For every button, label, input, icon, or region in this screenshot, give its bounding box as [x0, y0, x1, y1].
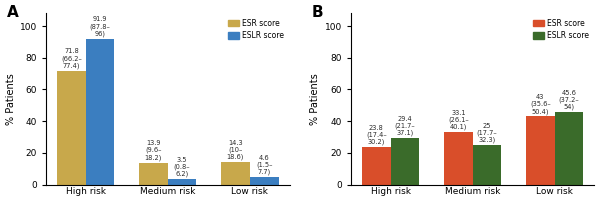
- Y-axis label: % Patients: % Patients: [310, 73, 320, 125]
- Text: 33.1
(26.1–
40.1): 33.1 (26.1– 40.1): [448, 110, 469, 130]
- Bar: [391, 138, 419, 185]
- Text: 71.8
(66.2–
77.4): 71.8 (66.2– 77.4): [61, 48, 82, 69]
- Text: 3.5
(0.8–
6.2): 3.5 (0.8– 6.2): [174, 157, 190, 177]
- Bar: [250, 177, 278, 185]
- Bar: [473, 145, 502, 185]
- Text: 13.9
(9.6–
18.2): 13.9 (9.6– 18.2): [145, 140, 162, 161]
- Bar: [57, 71, 86, 185]
- Bar: [554, 112, 583, 185]
- Bar: [168, 179, 196, 185]
- Text: 14.3
(10–
18.6): 14.3 (10– 18.6): [227, 140, 244, 160]
- Bar: [86, 39, 115, 185]
- Text: 43
(35.6–
50.4): 43 (35.6– 50.4): [530, 94, 551, 115]
- Text: 25
(17.7–
32.3): 25 (17.7– 32.3): [476, 123, 497, 143]
- Text: 29.4
(21.7–
37.1): 29.4 (21.7– 37.1): [395, 116, 415, 136]
- Y-axis label: % Patients: % Patients: [5, 73, 16, 125]
- Legend: ESR score, ESLR score: ESR score, ESLR score: [227, 17, 286, 42]
- Text: 91.9
(87.8–
96): 91.9 (87.8– 96): [89, 17, 110, 37]
- Bar: [362, 147, 391, 185]
- Bar: [139, 163, 168, 185]
- Bar: [526, 116, 554, 185]
- Bar: [444, 132, 473, 185]
- Text: A: A: [7, 5, 19, 20]
- Text: 23.8
(17.4–
30.2): 23.8 (17.4– 30.2): [366, 124, 386, 145]
- Text: B: B: [312, 5, 323, 20]
- Text: 45.6
(37.2–
54): 45.6 (37.2– 54): [559, 90, 580, 110]
- Bar: [221, 162, 250, 185]
- Legend: ESR score, ESLR score: ESR score, ESLR score: [532, 17, 590, 42]
- Text: 4.6
(1.5–
7.7): 4.6 (1.5– 7.7): [256, 155, 272, 176]
